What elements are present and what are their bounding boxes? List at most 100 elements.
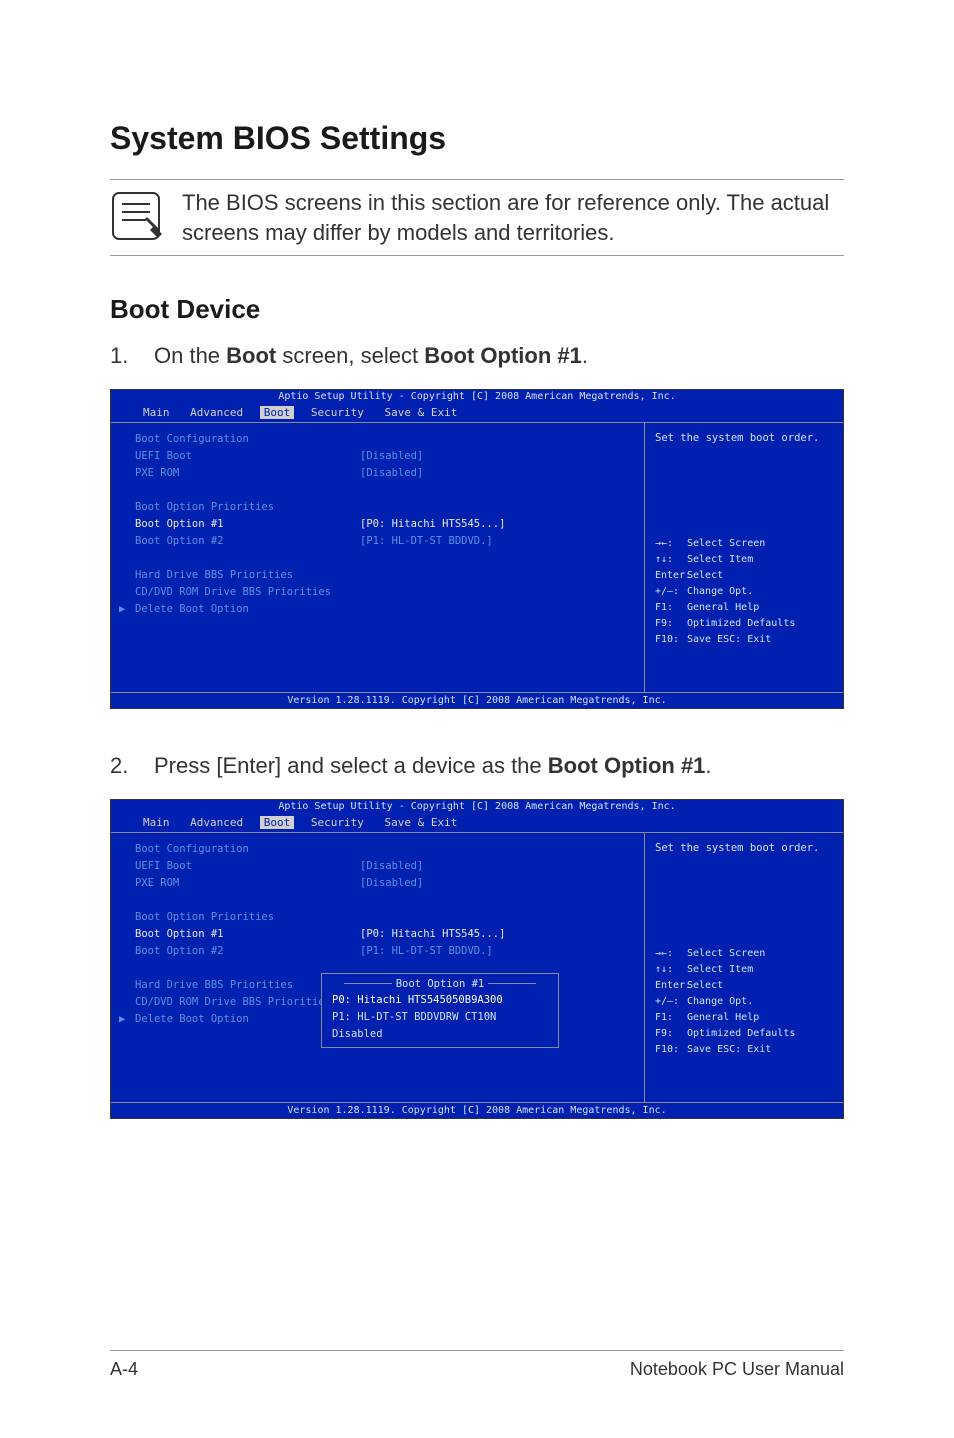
key-sym: ↑↓: (655, 962, 687, 978)
value-boot-opt-2: [P1: HL-DT-ST BDDVD.] (360, 533, 493, 550)
key-sym: →←: (655, 946, 687, 962)
key-sym: F10: (655, 1042, 687, 1058)
popup-option-1[interactable]: P0: Hitachi HTS545050B9A300 (322, 992, 558, 1009)
popup-option-2[interactable]: P1: HL-DT-ST BDDVDRW CT10N (322, 1009, 558, 1026)
label-uefi-boot[interactable]: UEFI Boot (135, 448, 360, 465)
tab-main[interactable]: Main (139, 816, 174, 829)
value-uefi-boot: [Disabled] (360, 448, 423, 465)
note-box: The BIOS screens in this section are for… (110, 179, 844, 256)
label-boot-priorities: Boot Option Priorities (135, 909, 360, 926)
key-txt: Select Item (687, 554, 753, 565)
note-icon (110, 190, 162, 242)
key-txt: General Help (687, 602, 759, 613)
text-span: . (705, 753, 711, 778)
key-sym: +/—: (655, 584, 687, 600)
tab-security[interactable]: Security (307, 816, 368, 829)
step-text: Press [Enter] and select a device as the… (154, 751, 712, 781)
label-boot-opt-1[interactable]: Boot Option #1 (135, 926, 360, 943)
page-title: System BIOS Settings (110, 120, 844, 157)
key-sym: +/—: (655, 994, 687, 1010)
tab-advanced[interactable]: Advanced (186, 406, 247, 419)
tab-boot[interactable]: Boot (260, 816, 295, 829)
key-sym: F9: (655, 1026, 687, 1042)
tab-security[interactable]: Security (307, 406, 368, 419)
popup-option-3[interactable]: Disabled (322, 1026, 558, 1043)
tab-boot[interactable]: Boot (260, 406, 295, 419)
key-txt: Change Opt. (687, 996, 753, 1007)
text-span: . (582, 343, 588, 368)
bios-left-pane: Boot Configuration UEFI Boot[Disabled] P… (111, 422, 645, 692)
text-span: On the (154, 343, 226, 368)
value-pxe-rom: [Disabled] (360, 875, 423, 892)
key-txt: Select Screen (687, 538, 765, 549)
arrow-icon: ▶ (119, 601, 125, 618)
value-boot-opt-1: [P0: Hitachi HTS545...] (360, 926, 505, 943)
key-txt: Optimized Defaults (687, 618, 795, 629)
tab-save-exit[interactable]: Save & Exit (380, 816, 461, 829)
bios-header: Aptio Setup Utility - Copyright [C] 2008… (111, 390, 843, 404)
tab-advanced[interactable]: Advanced (186, 816, 247, 829)
bios-menubar: Main Advanced Boot Security Save & Exit (111, 404, 843, 422)
help-keys: →←:Select Screen ↑↓:Select Item Enter:Se… (655, 536, 833, 648)
step-1: 1. On the Boot screen, select Boot Optio… (110, 341, 844, 371)
label-pxe-rom[interactable]: PXE ROM (135, 465, 360, 482)
label-boot-opt-2[interactable]: Boot Option #2 (135, 943, 360, 960)
key-txt: Select Item (687, 964, 753, 975)
key-sym: F1: (655, 600, 687, 616)
step-text: On the Boot screen, select Boot Option #… (154, 341, 588, 371)
help-keys: →←:Select Screen ↑↓:Select Item Enter:Se… (655, 946, 833, 1058)
label-uefi-boot[interactable]: UEFI Boot (135, 858, 360, 875)
footer-page-number: A-4 (110, 1359, 138, 1380)
label-boot-config: Boot Configuration (135, 431, 360, 448)
key-txt: Select (687, 570, 723, 581)
bios-screenshot-2: Aptio Setup Utility - Copyright [C] 2008… (110, 799, 844, 1119)
key-sym: Enter: (655, 978, 687, 994)
popup-title: Boot Option #1 (322, 976, 558, 992)
tab-main[interactable]: Main (139, 406, 174, 419)
label-boot-priorities: Boot Option Priorities (135, 499, 360, 516)
label-hdd-bbs[interactable]: Hard Drive BBS Priorities (135, 567, 360, 584)
bios-right-pane: Set the system boot order. →←:Select Scr… (645, 832, 843, 1102)
arrow-icon: ▶ (119, 1011, 125, 1028)
text-span: screen, select (276, 343, 424, 368)
key-sym: ↑↓: (655, 552, 687, 568)
text-bold: Boot (226, 343, 276, 368)
bios-menubar: Main Advanced Boot Security Save & Exit (111, 814, 843, 832)
page-footer: A-4 Notebook PC User Manual (110, 1350, 844, 1380)
label-boot-opt-2[interactable]: Boot Option #2 (135, 533, 360, 550)
footer-manual-title: Notebook PC User Manual (630, 1359, 844, 1380)
text-bold: Boot Option #1 (424, 343, 582, 368)
bios-header: Aptio Setup Utility - Copyright [C] 2008… (111, 800, 843, 814)
label-pxe-rom[interactable]: PXE ROM (135, 875, 360, 892)
value-pxe-rom: [Disabled] (360, 465, 423, 482)
bios-popup: Boot Option #1 P0: Hitachi HTS545050B9A3… (321, 973, 559, 1048)
key-sym: F9: (655, 616, 687, 632)
key-txt: Change Opt. (687, 586, 753, 597)
help-title: Set the system boot order. (655, 431, 833, 446)
bios-footer: Version 1.28.1119. Copyright [C] 2008 Am… (111, 692, 843, 708)
label-boot-opt-1[interactable]: Boot Option #1 (135, 516, 360, 533)
step-number: 2. (110, 751, 154, 781)
key-sym: Enter: (655, 568, 687, 584)
key-txt: Save ESC: Exit (687, 634, 771, 645)
bios-footer: Version 1.28.1119. Copyright [C] 2008 Am… (111, 1102, 843, 1118)
key-txt: Optimized Defaults (687, 1028, 795, 1039)
bios-right-pane: Set the system boot order. →←:Select Scr… (645, 422, 843, 692)
key-txt: Select (687, 980, 723, 991)
label-cddvd-bbs[interactable]: CD/DVD ROM Drive BBS Priorities (135, 584, 360, 601)
key-sym: F10: (655, 632, 687, 648)
help-title: Set the system boot order. (655, 841, 833, 856)
tab-save-exit[interactable]: Save & Exit (380, 406, 461, 419)
step-2: 2. Press [Enter] and select a device as … (110, 751, 844, 781)
key-sym: F1: (655, 1010, 687, 1026)
key-txt: Save ESC: Exit (687, 1044, 771, 1055)
bios-left-pane: Boot Configuration UEFI Boot[Disabled] P… (111, 832, 645, 1102)
key-sym: →←: (655, 536, 687, 552)
key-txt: Select Screen (687, 948, 765, 959)
label-boot-config: Boot Configuration (135, 841, 360, 858)
value-boot-opt-1: [P0: Hitachi HTS545...] (360, 516, 505, 533)
note-text: The BIOS screens in this section are for… (182, 188, 844, 247)
label-delete-boot[interactable]: Delete Boot Option (135, 601, 360, 618)
step-number: 1. (110, 341, 154, 371)
value-uefi-boot: [Disabled] (360, 858, 423, 875)
